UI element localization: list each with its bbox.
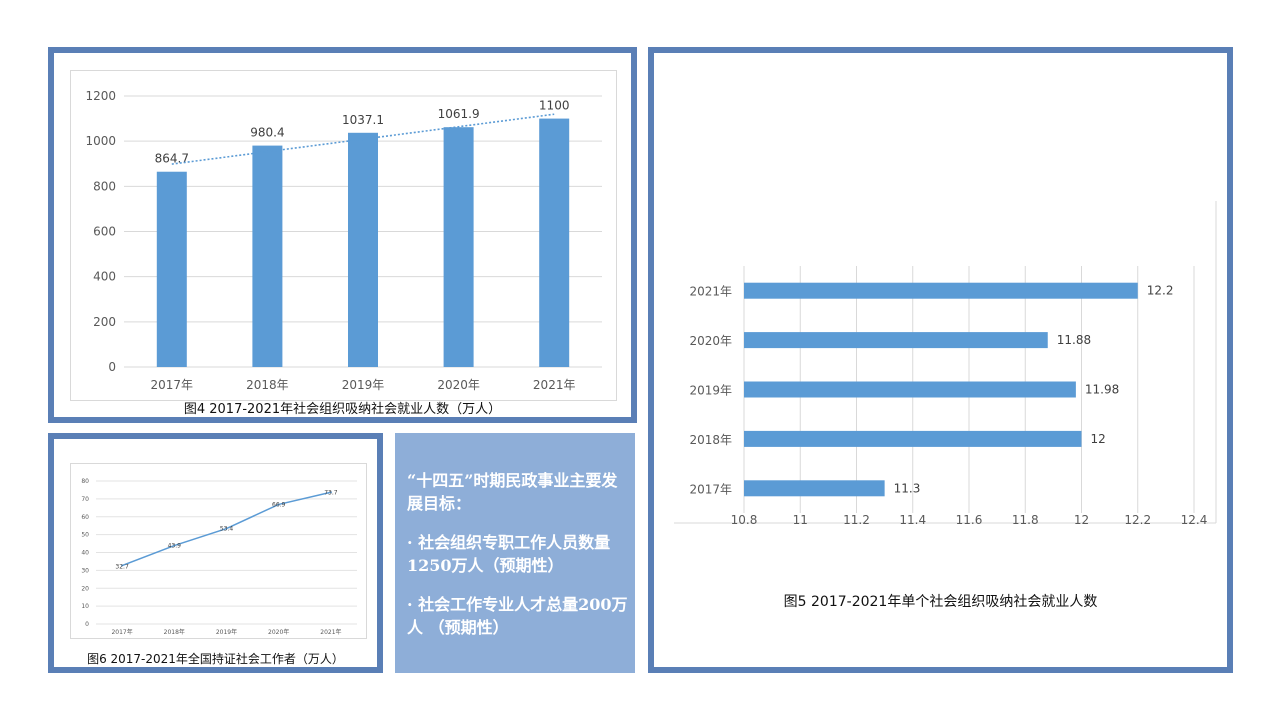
x-tick-label: 2018年 xyxy=(246,378,289,392)
y-tick-label: 200 xyxy=(93,315,116,329)
x-tick-label: 2019年 xyxy=(342,378,385,392)
data-label: 1061.9 xyxy=(438,107,480,121)
data-label: 1037.1 xyxy=(342,113,384,127)
y-tick-label: 60 xyxy=(81,514,89,521)
bar xyxy=(156,171,187,367)
x-tick-label: 11 xyxy=(793,513,808,527)
x-tick-label: 10.8 xyxy=(731,513,758,527)
data-label: 12 xyxy=(1091,432,1106,446)
x-tick-label: 2020年 xyxy=(268,628,289,636)
x-tick-label: 11.4 xyxy=(899,513,926,527)
x-tick-label: 2019年 xyxy=(216,628,237,636)
figure4-bar-chart: 020040060080010001200864.72017年980.42018… xyxy=(85,89,602,392)
data-point xyxy=(277,503,280,506)
x-tick-label: 2020年 xyxy=(437,378,480,392)
y-tick-label: 40 xyxy=(81,550,89,557)
data-label: 66.9 xyxy=(272,501,286,508)
y-tick-label: 1200 xyxy=(85,89,116,103)
y-tick-label: 400 xyxy=(93,270,116,284)
data-label: 1100 xyxy=(539,99,570,113)
data-point xyxy=(225,527,228,530)
y-tick-label: 2019年 xyxy=(689,384,732,398)
figure4-panel: 0 200 400 600 800 1000 1200 864.7 2017年 980.4 2018… xyxy=(48,47,637,423)
figure6-panel: 0 10 20 30 40 50 60 70 80 32.7 2017年 43.9 2018年 53.4 2… xyxy=(48,433,383,673)
data-label: 32.7 xyxy=(115,564,129,571)
y-tick-label: 20 xyxy=(81,585,89,592)
y-tick-label: 30 xyxy=(81,567,89,574)
x-tick-label: 12 xyxy=(1074,513,1089,527)
y-tick-label: 2020年 xyxy=(689,334,732,348)
goals-textbox: “十四五”时期民政事业主要发展目标： · 社会组织专职工作人员数量1250万人（… xyxy=(395,433,635,673)
figure6-caption: 图6 2017-2021年全国持证社会工作者（万人） xyxy=(87,652,344,666)
figure5-panel: 10.8 11 11.2 11.4 11.6 11.8 12 12.2 12.4 12.2 2021… xyxy=(648,47,1233,673)
y-tick-label: 600 xyxy=(93,225,116,239)
goal-item-2: · 社会工作专业人才总量200万人 （预期性） xyxy=(407,595,628,637)
y-tick-label: 0 xyxy=(85,621,89,628)
bar xyxy=(252,145,283,367)
data-point xyxy=(121,564,124,567)
bar xyxy=(744,381,1076,398)
x-tick-label: 11.8 xyxy=(1012,513,1039,527)
x-tick-label: 11.2 xyxy=(843,513,870,527)
data-label: 11.88 xyxy=(1057,333,1091,347)
y-tick-label: 2021年 xyxy=(689,285,732,299)
y-tick-label: 800 xyxy=(93,179,116,193)
figure5-caption: 图5 2017-2021年单个社会组织吸纳社会就业人数 xyxy=(783,594,1098,610)
data-point xyxy=(173,544,176,547)
x-tick-label: 2018年 xyxy=(164,628,185,636)
data-label: 11.98 xyxy=(1085,383,1119,397)
data-label: 43.9 xyxy=(168,543,182,550)
data-point xyxy=(329,491,332,494)
data-label: 53.4 xyxy=(220,526,234,533)
data-label: 11.3 xyxy=(894,481,921,495)
x-tick-label: 2021年 xyxy=(320,628,341,636)
bar xyxy=(744,480,885,497)
y-tick-label: 80 xyxy=(81,478,89,485)
figure6-chart-area xyxy=(70,463,367,639)
goals-title: “十四五”时期民政事业主要发展目标： xyxy=(407,471,618,513)
y-tick-label: 70 xyxy=(81,496,89,503)
x-tick-label: 2017年 xyxy=(111,628,132,636)
x-tick-label: 2021年 xyxy=(533,378,576,392)
trendline xyxy=(171,113,555,165)
goal-item-1: · 社会组织专职工作人员数量1250万人（预期性） xyxy=(407,533,611,575)
bar xyxy=(744,282,1138,299)
bar xyxy=(443,127,474,367)
x-tick-label: 11.6 xyxy=(956,513,983,527)
y-tick-label: 50 xyxy=(81,532,89,539)
y-tick-label: 2018年 xyxy=(689,433,732,447)
figure4-caption: 图4 2017-2021年社会组织吸纳社会就业人数（万人） xyxy=(183,402,502,417)
bar xyxy=(744,332,1048,349)
data-label: 12.2 xyxy=(1147,284,1174,298)
y-tick-label: 10 xyxy=(81,603,89,610)
x-tick-label: 12.2 xyxy=(1124,513,1151,527)
data-label: 980.4 xyxy=(250,126,284,140)
x-tick-label: 12.4 xyxy=(1181,513,1208,527)
y-tick-label: 2017年 xyxy=(689,482,732,496)
bar xyxy=(348,132,378,367)
data-label: 73.7 xyxy=(324,489,338,496)
x-tick-label: 2017年 xyxy=(151,378,194,392)
y-tick-label: 0 xyxy=(108,360,116,374)
figure5-horizontal-bar-chart: 10.8 11 11.2 11.4 11.6 11.8 12 12.2 12.4 12.2 2021… xyxy=(674,201,1217,527)
y-tick-label: 1000 xyxy=(85,134,116,148)
figure6-line-chart: 0 10 20 30 40 50 60 70 80 32.7 2017年 43.9 2018年 53.4 2… xyxy=(81,478,357,636)
bar xyxy=(744,430,1082,447)
bar xyxy=(539,118,570,367)
